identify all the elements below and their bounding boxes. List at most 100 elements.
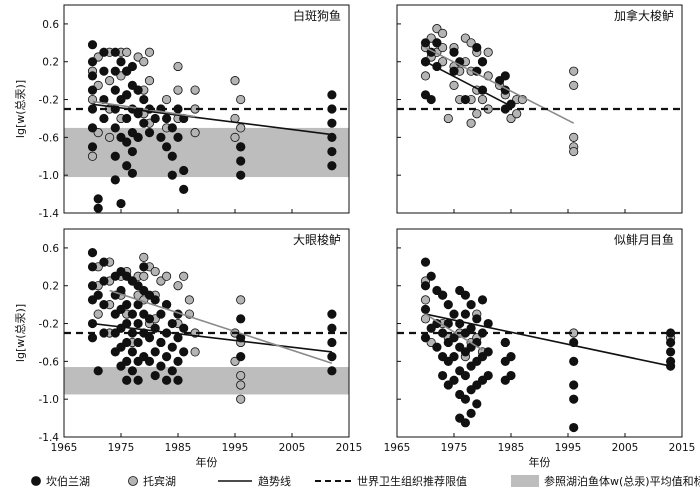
- data-point: [127, 61, 137, 72]
- data-point: [236, 295, 246, 305]
- data-point: [122, 337, 132, 348]
- data-point: [122, 90, 132, 100]
- data-point: [327, 352, 337, 362]
- data-point: [87, 40, 98, 50]
- data-point: [110, 66, 120, 76]
- data-point: [483, 347, 493, 357]
- data-point: [162, 94, 172, 105]
- y-tick-label: 0.2: [42, 281, 59, 293]
- data-point: [167, 342, 177, 352]
- data-point: [569, 356, 579, 366]
- data-point: [167, 151, 177, 161]
- data-point: [179, 184, 189, 194]
- data-point: [179, 271, 189, 281]
- data-point: [443, 113, 453, 124]
- data-point: [99, 113, 109, 124]
- data-point: [110, 175, 120, 185]
- data-point: [110, 123, 120, 133]
- y-tick-label: -1.4: [39, 432, 60, 444]
- data-point: [569, 394, 579, 404]
- x-tick-label: 2015: [336, 442, 363, 454]
- data-point: [150, 266, 160, 277]
- panel-title: 大眼梭鲈: [293, 232, 341, 247]
- legend-marker: [31, 476, 41, 486]
- data-point: [99, 47, 109, 57]
- data-point: [420, 333, 431, 343]
- data-point: [449, 352, 459, 362]
- data-point: [327, 161, 337, 171]
- data-point: [449, 375, 459, 385]
- data-point: [512, 109, 522, 119]
- data-point: [139, 271, 149, 281]
- trend-line: [109, 289, 333, 365]
- data-point: [162, 352, 172, 362]
- data-point: [87, 262, 98, 272]
- data-point: [236, 370, 246, 381]
- data-point: [93, 290, 103, 300]
- data-point: [93, 194, 103, 204]
- legend-marker: [128, 476, 138, 486]
- data-point: [156, 132, 166, 142]
- data-point: [472, 109, 482, 119]
- data-point: [167, 318, 177, 329]
- x-tick-label: 1995: [222, 442, 249, 454]
- plot-area: [420, 257, 676, 433]
- data-point: [569, 66, 579, 76]
- data-point: [437, 370, 448, 381]
- data-point: [420, 304, 431, 314]
- data-point: [122, 161, 132, 171]
- data-point: [477, 57, 488, 67]
- legend-label: 趋势线: [258, 474, 291, 488]
- x-tick-label: 2005: [612, 442, 639, 454]
- data-point: [327, 146, 337, 157]
- data-point: [173, 281, 183, 291]
- plot-area: [87, 248, 337, 404]
- data-point: [236, 394, 246, 404]
- data-point: [179, 347, 189, 357]
- data-point: [99, 300, 109, 310]
- x-axis-label: 年份: [196, 455, 218, 469]
- data-point: [569, 380, 579, 390]
- data-point: [133, 337, 143, 348]
- trend-line: [425, 313, 671, 367]
- data-point: [506, 352, 516, 362]
- data-point: [144, 333, 155, 343]
- trend-line: [425, 46, 575, 124]
- data-point: [93, 309, 103, 319]
- data-point: [437, 290, 448, 300]
- data-point: [569, 422, 579, 433]
- data-point: [87, 85, 98, 95]
- data-point: [105, 132, 115, 142]
- data-point: [150, 347, 160, 357]
- data-point: [460, 290, 470, 300]
- data-point: [327, 337, 337, 348]
- legend-label: 参照湖泊鱼体w(总汞)平均值和标准偏差: [544, 474, 700, 488]
- data-point: [426, 271, 436, 281]
- data-point: [133, 132, 143, 142]
- data-point: [472, 314, 482, 324]
- data-point: [133, 375, 143, 385]
- data-point: [327, 132, 337, 142]
- y-tick-label: 0.6: [42, 243, 59, 255]
- legend-label: 坎伯兰湖: [46, 474, 90, 488]
- data-point: [133, 85, 143, 95]
- data-point: [99, 257, 109, 267]
- data-point: [460, 94, 470, 105]
- data-point: [236, 314, 246, 324]
- data-point: [99, 276, 109, 286]
- data-point: [110, 151, 120, 161]
- data-point: [236, 123, 246, 133]
- data-point: [122, 137, 132, 147]
- data-point: [483, 370, 493, 381]
- data-point: [466, 118, 476, 128]
- data-point: [569, 80, 579, 90]
- data-point: [236, 352, 246, 362]
- x-tick-label: 1995: [555, 442, 582, 454]
- data-point: [139, 118, 149, 128]
- data-point: [127, 347, 137, 357]
- data-point: [460, 309, 470, 319]
- data-point: [236, 142, 246, 152]
- x-tick-label: 1975: [441, 442, 468, 454]
